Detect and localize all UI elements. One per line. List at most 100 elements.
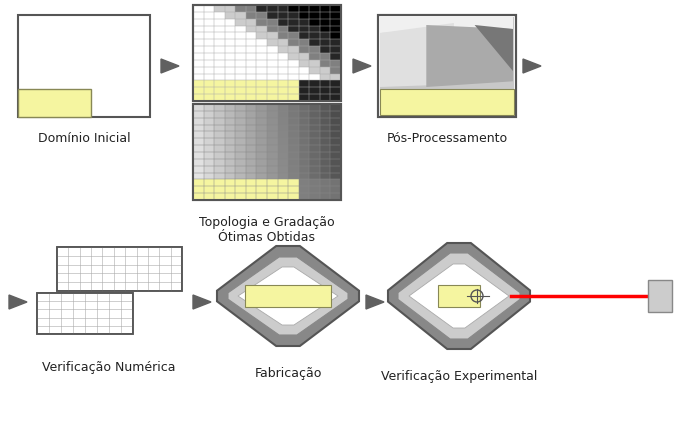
- Bar: [278, 80, 288, 87]
- Bar: [225, 132, 236, 138]
- Bar: [320, 166, 330, 173]
- Bar: [330, 193, 341, 200]
- Bar: [309, 25, 320, 33]
- Bar: [246, 132, 257, 138]
- Bar: [299, 80, 309, 87]
- Bar: [380, 17, 514, 89]
- Bar: [214, 166, 225, 173]
- Bar: [309, 33, 320, 39]
- Bar: [257, 179, 267, 186]
- Bar: [225, 186, 236, 193]
- Bar: [278, 25, 288, 33]
- Bar: [257, 132, 267, 138]
- Bar: [380, 89, 514, 115]
- Bar: [299, 186, 309, 193]
- Bar: [257, 173, 267, 179]
- Bar: [214, 193, 225, 200]
- Bar: [320, 5, 330, 12]
- Bar: [288, 124, 299, 132]
- Bar: [246, 186, 257, 193]
- Bar: [225, 94, 236, 101]
- Bar: [309, 60, 320, 67]
- Bar: [246, 80, 257, 87]
- Polygon shape: [380, 17, 513, 33]
- Bar: [246, 179, 257, 186]
- Bar: [204, 173, 214, 179]
- Polygon shape: [380, 23, 454, 87]
- Bar: [236, 94, 246, 101]
- Bar: [214, 186, 225, 193]
- Bar: [320, 19, 330, 25]
- Bar: [257, 159, 267, 166]
- Bar: [57, 247, 182, 291]
- Bar: [236, 166, 246, 173]
- Bar: [299, 173, 309, 179]
- Bar: [193, 104, 204, 111]
- Bar: [267, 173, 278, 179]
- Bar: [299, 124, 309, 132]
- Bar: [267, 132, 278, 138]
- Bar: [320, 111, 330, 118]
- Bar: [330, 39, 341, 46]
- Polygon shape: [217, 246, 359, 346]
- Bar: [299, 152, 309, 159]
- Bar: [204, 159, 214, 166]
- Bar: [267, 179, 278, 186]
- Bar: [278, 132, 288, 138]
- Text: Verificação Numérica: Verificação Numérica: [42, 361, 176, 374]
- Bar: [225, 124, 236, 132]
- Bar: [193, 132, 204, 138]
- Bar: [330, 179, 341, 186]
- Bar: [288, 118, 299, 124]
- Bar: [204, 166, 214, 173]
- Polygon shape: [353, 59, 371, 73]
- Bar: [236, 179, 246, 186]
- Bar: [299, 46, 309, 53]
- Bar: [299, 94, 309, 101]
- Bar: [278, 145, 288, 152]
- Polygon shape: [193, 295, 211, 309]
- Bar: [330, 74, 341, 80]
- Bar: [246, 25, 257, 33]
- Bar: [288, 25, 299, 33]
- Bar: [214, 80, 225, 87]
- Bar: [288, 12, 299, 19]
- Bar: [225, 12, 236, 19]
- Bar: [288, 33, 299, 39]
- Bar: [320, 124, 330, 132]
- Bar: [288, 53, 299, 60]
- Bar: [18, 89, 91, 117]
- Bar: [278, 46, 288, 53]
- Bar: [288, 166, 299, 173]
- Bar: [257, 104, 267, 111]
- Bar: [378, 15, 516, 117]
- Bar: [225, 145, 236, 152]
- Bar: [246, 5, 257, 12]
- Bar: [330, 67, 341, 74]
- Bar: [236, 193, 246, 200]
- Bar: [257, 111, 267, 118]
- Bar: [309, 87, 320, 94]
- Bar: [257, 124, 267, 132]
- Bar: [320, 46, 330, 53]
- Bar: [320, 80, 330, 87]
- Bar: [309, 94, 320, 101]
- Bar: [267, 145, 278, 152]
- Bar: [267, 166, 278, 173]
- Bar: [309, 138, 320, 145]
- Bar: [236, 104, 246, 111]
- Polygon shape: [9, 295, 27, 309]
- Bar: [309, 80, 320, 87]
- Bar: [236, 173, 246, 179]
- Bar: [320, 25, 330, 33]
- Bar: [193, 80, 204, 87]
- Bar: [378, 15, 516, 117]
- Bar: [320, 94, 330, 101]
- Bar: [278, 173, 288, 179]
- Bar: [288, 94, 299, 101]
- Bar: [193, 179, 204, 186]
- Bar: [225, 152, 236, 159]
- Bar: [204, 104, 214, 111]
- Bar: [288, 173, 299, 179]
- Bar: [257, 138, 267, 145]
